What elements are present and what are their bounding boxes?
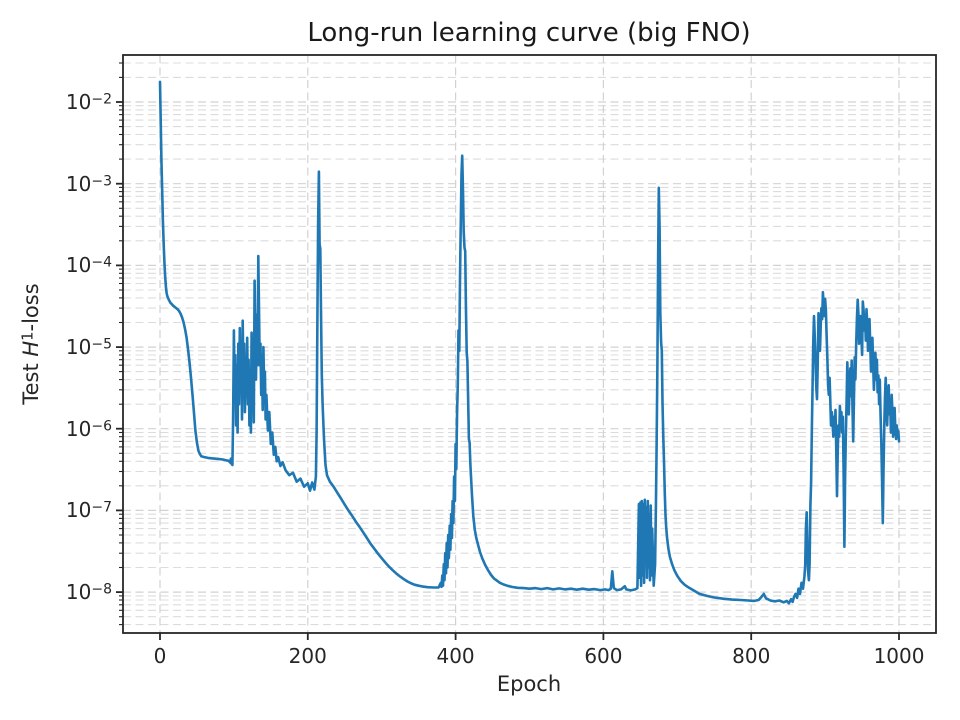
chart-title: Long-run learning curve (big FNO)	[307, 18, 751, 48]
y-tick-label: 10−6	[65, 416, 112, 441]
grid-layer	[123, 55, 936, 633]
x-tick-label: 0	[153, 644, 167, 668]
axes-layer	[116, 54, 937, 640]
x-tick-label: 1000	[873, 644, 925, 668]
x-tick-label: 400	[436, 644, 475, 668]
x-tick-label: 800	[732, 644, 771, 668]
y-axis-label-suffix: -loss	[19, 283, 43, 332]
x-axis-label: Epoch	[496, 672, 562, 696]
x-tick-label: 200	[288, 644, 327, 668]
y-tick-label: 10−4	[65, 253, 112, 278]
series-layer	[158, 80, 901, 605]
y-tick-label: 10−7	[65, 498, 112, 523]
x-tick-label: 600	[584, 644, 623, 668]
loss-curve	[158, 80, 901, 605]
y-axis-label-prefix: Test	[19, 356, 43, 405]
y-tick-label: 10−8	[65, 580, 112, 605]
y-tick-label: 10−2	[65, 89, 112, 114]
plot-border	[122, 54, 937, 634]
y-tick-label: 10−5	[65, 335, 112, 360]
y-tick-label: 10−3	[65, 171, 112, 196]
